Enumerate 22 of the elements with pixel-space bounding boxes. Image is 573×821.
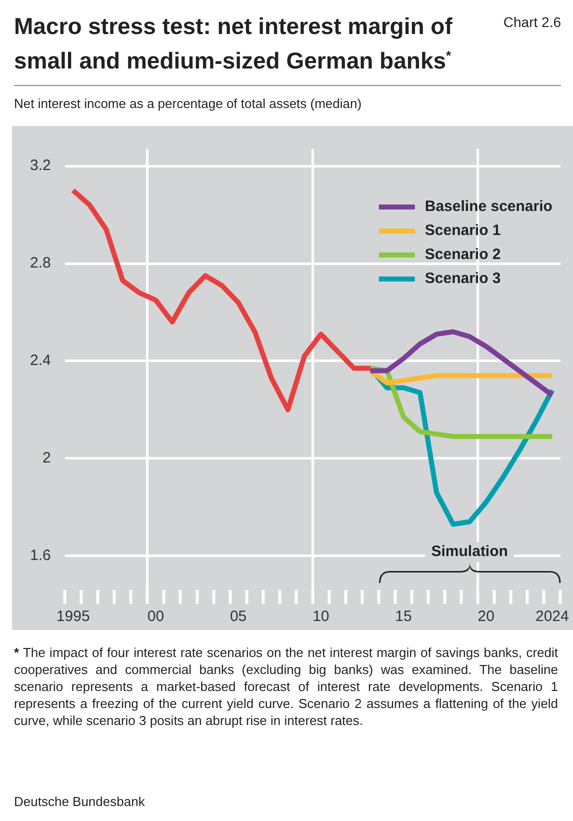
x-tick-label: 20 [478, 608, 494, 626]
y-tick-label: 2.8 [30, 254, 51, 272]
x-tick-label: 2024 [535, 608, 569, 626]
annotation: Simulation [431, 543, 508, 560]
x-tick-label: 1995 [56, 608, 90, 626]
caption: Chart 2.6 [503, 14, 561, 30]
x-tick-label: 00 [147, 608, 164, 626]
legend-label: Baseline scenario [424, 198, 552, 216]
y-tick-label: 3.2 [30, 157, 51, 174]
text: * The impact of four interest rate scenarios on the net interest margin of savings banks, credit cooperatives and commercial banks (excluding big banks) was examined. The baseline scenario represents a market-based forecast of interest rate developments. Scenario 1 represents a freezing of the current yield curve. Scenario 2 assumes a flattening of the yield curve, while scenario 3 posits an abrupt rise in interest rates. [14, 644, 558, 729]
x-tick-label: 10 [312, 608, 330, 626]
chart-title: Macro stress test: net interest margin of small and medium-sized German banks$^{*}$ [14, 12, 454, 76]
legend-label: Scenario 3 [424, 270, 501, 288]
legend-label: Scenario 1 [424, 222, 501, 240]
x-tick-label: 05 [230, 608, 247, 626]
x-tick-label: 15 [395, 608, 412, 626]
y-tick-label: 1.6 [30, 547, 51, 564]
legend-label: Scenario 2 [424, 246, 501, 264]
y-tick-label: 2.4 [30, 352, 51, 370]
y-tick-label: 2 [42, 450, 51, 467]
text: Deutsche Bundesbank [14, 794, 145, 809]
chart-subtitle: Net interest income as a percentage of total assets (median) [14, 96, 362, 111]
